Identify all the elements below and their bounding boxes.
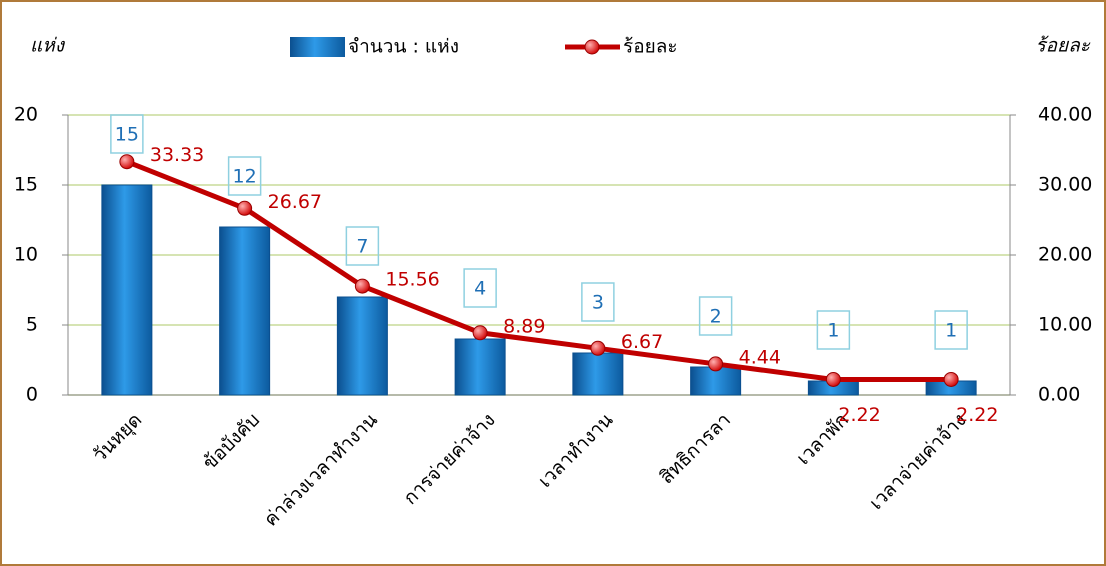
legend-swatch-dot	[584, 39, 600, 55]
bar	[454, 338, 506, 396]
line-point	[590, 340, 606, 356]
bar-label-box	[110, 114, 144, 154]
y-tick-label: 10	[14, 244, 38, 266]
bar	[219, 226, 271, 396]
y2-axis-label: ร้อยละ	[1035, 35, 1090, 57]
y-tick-label: 15	[14, 174, 38, 196]
line-label: 15.56	[385, 269, 439, 291]
y-tick-label: 0	[26, 384, 38, 406]
line-label: 6.67	[621, 331, 663, 353]
legend-label: ร้อยละ	[623, 36, 678, 58]
y-tick-label: 5	[26, 314, 38, 336]
y2-tick-label: 20.00	[1038, 244, 1092, 266]
line-point	[119, 154, 135, 170]
y2-tick-label: 40.00	[1038, 104, 1092, 126]
y-axis-label: แห่ง	[30, 35, 66, 57]
bar-label: 7	[356, 236, 368, 258]
line-label: 33.33	[150, 144, 204, 166]
bar-label: 1	[827, 320, 839, 342]
line-point	[943, 371, 959, 387]
line-point	[237, 200, 253, 216]
line-label: 4.44	[739, 346, 781, 368]
line	[125, 159, 952, 382]
legend-label: จำนวน : แห่ง	[348, 36, 459, 58]
y2-tick-label: 10.00	[1038, 314, 1092, 336]
y2-tick-label: 30.00	[1038, 174, 1092, 196]
bar-label: 12	[233, 166, 257, 188]
bar	[690, 366, 742, 396]
line-label: 26.67	[268, 191, 322, 213]
y-tick-label: 20	[14, 104, 38, 126]
line-point	[708, 356, 724, 372]
bar-label-box	[816, 310, 851, 350]
bar-label: 1	[945, 320, 957, 342]
y2-tick-label: 0.00	[1038, 384, 1080, 406]
bar-label-box	[698, 296, 733, 336]
bar-label: 2	[710, 306, 722, 328]
bar-label-box	[345, 226, 380, 266]
line-point	[472, 325, 488, 341]
bar-label: 15	[115, 124, 139, 146]
line-point	[825, 371, 841, 387]
bar-label: 4	[474, 278, 486, 300]
bar	[572, 352, 624, 396]
line-label: 2.22	[838, 404, 880, 426]
bar-label-box	[463, 268, 497, 308]
bar-label-box	[934, 310, 968, 350]
line-label: 8.89	[503, 315, 545, 337]
bar-label: 3	[592, 292, 604, 314]
line-point	[354, 278, 370, 294]
bar	[101, 184, 153, 396]
bar-label-box	[581, 282, 615, 322]
bar	[336, 296, 388, 396]
bar-label-box	[227, 156, 262, 196]
legend-swatch	[290, 37, 345, 57]
line-label: 2.22	[956, 404, 998, 426]
